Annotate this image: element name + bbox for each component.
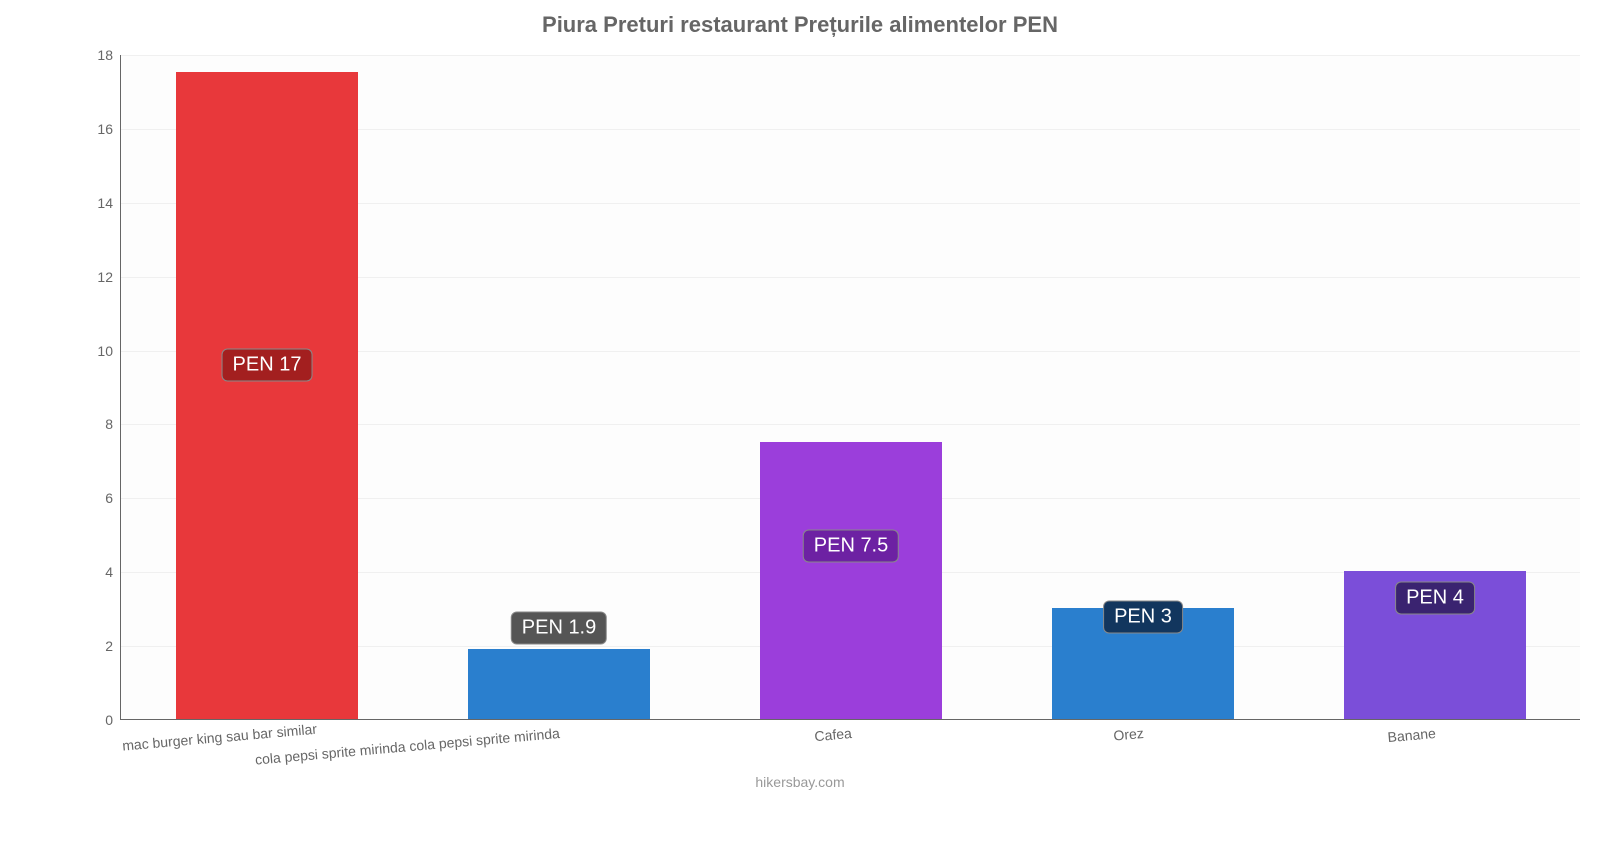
bar-value-label: PEN 1.9: [511, 611, 607, 644]
y-tick-label: 16: [97, 121, 113, 137]
bar-value-label: PEN 4: [1395, 582, 1475, 615]
bar-value-label: PEN 3: [1103, 600, 1183, 633]
y-tick-label: 2: [105, 638, 113, 654]
chart-title: Piura Preturi restaurant Prețurile alime…: [0, 12, 1600, 38]
bar: [468, 649, 649, 719]
y-tick-label: 10: [97, 343, 113, 359]
y-tick-label: 14: [97, 195, 113, 211]
bar-value-label: PEN 7.5: [803, 530, 899, 563]
bar: [760, 442, 941, 719]
bar-value-label: PEN 17: [222, 349, 313, 382]
y-tick-label: 12: [97, 269, 113, 285]
y-tick-label: 6: [105, 490, 113, 506]
y-tick-label: 18: [97, 47, 113, 63]
y-tick-label: 8: [105, 416, 113, 432]
plot-area: 024681012141618PEN 17mac burger king sau…: [120, 55, 1580, 720]
chart-container: Piura Preturi restaurant Prețurile alime…: [0, 0, 1600, 800]
gridline: [121, 55, 1580, 56]
y-tick-label: 4: [105, 564, 113, 580]
watermark: hikersbay.com: [755, 774, 844, 790]
y-tick-label: 0: [105, 712, 113, 728]
x-tick-label: mac burger king sau bar similar: [122, 725, 269, 754]
bar: [176, 72, 357, 719]
